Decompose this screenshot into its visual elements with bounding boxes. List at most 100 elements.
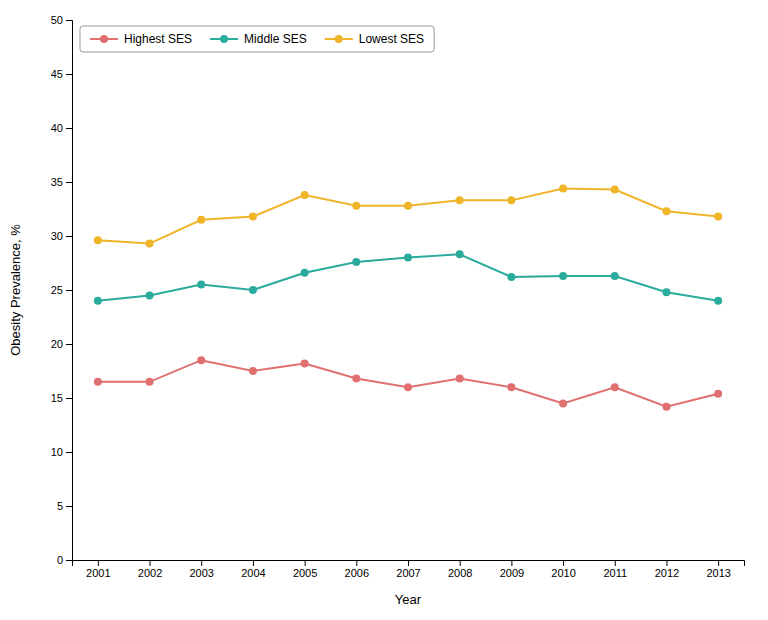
tick-label: 25 — [51, 284, 63, 296]
tick-label: 40 — [51, 122, 63, 134]
tick: 45 — [51, 68, 72, 80]
series-line — [98, 360, 718, 406]
point — [714, 390, 722, 398]
tick-label: 2008 — [448, 567, 472, 579]
tick-label: 2013 — [706, 567, 730, 579]
tick: 35 — [51, 176, 72, 188]
legend-frame — [80, 26, 434, 52]
point — [456, 250, 464, 258]
legend-marker — [100, 35, 108, 43]
point — [197, 281, 205, 289]
point — [611, 383, 619, 391]
point — [197, 356, 205, 364]
tick-mark — [511, 560, 512, 566]
tick-mark — [615, 560, 616, 566]
x-axis: 2001 2002 2003 2004 2005 2006 2007 2008 2009 2010… — [73, 560, 745, 579]
point — [249, 367, 257, 375]
tick-mark — [66, 20, 72, 21]
tick-mark — [66, 452, 72, 453]
point — [662, 403, 670, 411]
tick: 2008 — [448, 560, 472, 579]
tick-label: 2002 — [138, 567, 162, 579]
axis-line — [66, 21, 73, 561]
tick: 15 — [51, 392, 72, 404]
tick-label: 2001 — [86, 567, 110, 579]
tick-label: 2006 — [345, 567, 369, 579]
point — [404, 383, 412, 391]
tick-label: 2011 — [603, 567, 627, 579]
point — [94, 378, 102, 386]
tick-mark — [98, 560, 99, 566]
point — [662, 207, 670, 215]
tick: 20 — [51, 338, 72, 350]
point — [94, 297, 102, 305]
tick: 2010 — [551, 560, 575, 579]
legend-item: Lowest SES — [325, 32, 424, 46]
tick: 25 — [51, 284, 72, 296]
point — [507, 273, 515, 281]
tick-mark — [66, 398, 72, 399]
tick: 2013 — [706, 560, 730, 579]
tick: 2012 — [655, 560, 679, 579]
tick-mark — [718, 560, 719, 566]
tick: 0 — [57, 554, 72, 566]
tick-mark — [253, 560, 254, 566]
point — [559, 184, 567, 192]
tick: 40 — [51, 122, 72, 134]
tick-mark — [305, 560, 306, 566]
tick-mark — [66, 128, 72, 129]
legend-marker — [220, 35, 228, 43]
tick: 2005 — [293, 560, 317, 579]
point — [146, 240, 154, 248]
tick-label: 2004 — [241, 567, 265, 579]
point — [714, 297, 722, 305]
tick-label: 30 — [51, 230, 63, 242]
tick: 2002 — [138, 560, 162, 579]
tick-label: 5 — [57, 500, 63, 512]
tick-label: 2012 — [655, 567, 679, 579]
tick-label: 20 — [51, 338, 63, 350]
tick-label: 2007 — [396, 567, 420, 579]
series-line — [98, 254, 718, 300]
point — [714, 213, 722, 221]
tick-label: 45 — [51, 68, 63, 80]
point — [249, 286, 257, 294]
tick: 2003 — [189, 560, 213, 579]
point — [301, 269, 309, 277]
tick-mark — [150, 560, 151, 566]
tick-label: 10 — [51, 446, 63, 458]
tick-mark — [460, 560, 461, 566]
point — [352, 202, 360, 210]
point — [507, 383, 515, 391]
point — [456, 196, 464, 204]
tick-label: 15 — [51, 392, 63, 404]
point — [249, 213, 257, 221]
tick-label: 50 — [51, 14, 63, 26]
point — [197, 216, 205, 224]
tick: 10 — [51, 446, 72, 458]
point — [507, 196, 515, 204]
tick-label: 2003 — [189, 567, 213, 579]
tick-label: 2010 — [551, 567, 575, 579]
tick-mark — [66, 344, 72, 345]
legend-label: Highest SES — [124, 32, 192, 46]
x-axis-title: Year — [395, 592, 422, 607]
axis-line — [73, 561, 745, 567]
tick-label: 35 — [51, 176, 63, 188]
point — [559, 399, 567, 407]
tick-mark — [201, 560, 202, 566]
point — [352, 258, 360, 266]
tick-mark — [66, 506, 72, 507]
legend-item: Highest SES — [90, 32, 192, 46]
tick-mark — [66, 560, 72, 561]
point — [404, 202, 412, 210]
tick-mark — [356, 560, 357, 566]
tick: 2009 — [500, 560, 524, 579]
point — [301, 359, 309, 367]
tick: 50 — [51, 14, 72, 26]
tick-mark — [66, 290, 72, 291]
tick: 2011 — [603, 560, 627, 579]
legend-label: Middle SES — [244, 32, 307, 46]
tick: 5 — [57, 500, 72, 512]
point — [146, 291, 154, 299]
